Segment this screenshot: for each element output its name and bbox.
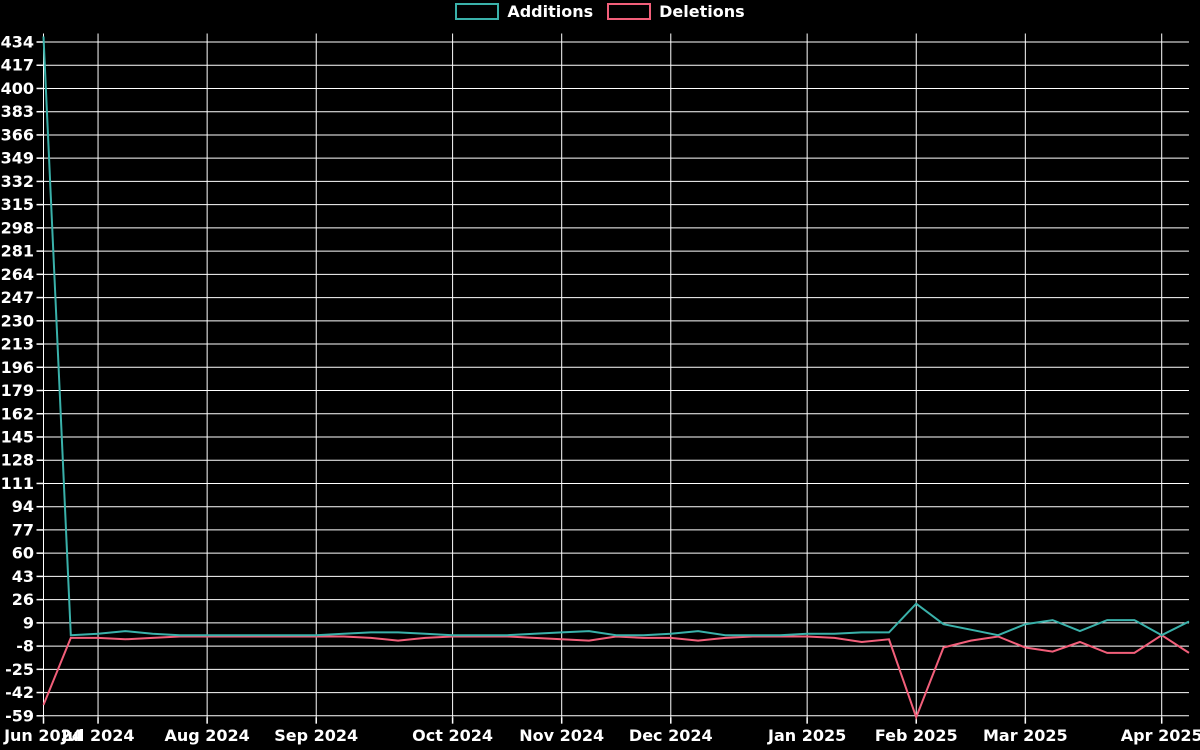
x-tick-label: Jan 2025: [767, 726, 846, 745]
chart-legend: Additions Deletions: [0, 3, 1200, 20]
y-tick-label: 349: [1, 149, 34, 168]
x-tick-label: Dec 2024: [629, 726, 713, 745]
y-tick-label: 9: [23, 613, 34, 632]
x-tick-label: Apr 2025: [1121, 726, 1200, 745]
y-tick-label: 60: [12, 544, 34, 563]
y-tick-label: 264: [1, 265, 34, 284]
y-tick-label: 162: [1, 404, 34, 423]
y-tick-label: 434: [1, 33, 34, 52]
x-tick-label: Aug 2024: [164, 726, 249, 745]
y-tick-label: 128: [1, 451, 34, 470]
y-tick-label: 230: [1, 311, 34, 330]
y-tick-label: 332: [1, 172, 34, 191]
x-tick-label: Sep 2024: [274, 726, 358, 745]
x-tick-label: Feb 2025: [875, 726, 958, 745]
x-tick-label: Jun 2024: [3, 726, 83, 745]
deletions-legend-label: Deletions: [659, 1, 745, 21]
x-tick-label: Mar 2025: [983, 726, 1068, 745]
y-tick-label: -8: [16, 637, 34, 656]
y-tick-label: -42: [5, 683, 34, 702]
y-tick-label: 77: [12, 520, 34, 539]
y-tick-label: 111: [1, 474, 34, 493]
additions-line: [42, 36, 1190, 637]
legend-item-additions[interactable]: Additions: [455, 3, 593, 20]
y-tick-label: 196: [1, 358, 34, 377]
y-tick-label: 26: [12, 590, 34, 609]
y-tick-label: 281: [1, 242, 34, 261]
y-tick-label: 145: [1, 427, 34, 446]
x-tick-label: Jul 2024: [61, 726, 135, 745]
y-tick-label: -25: [5, 660, 34, 679]
deletions-line: [42, 634, 1190, 721]
y-tick-label: 43: [12, 567, 34, 586]
y-tick-label: 179: [1, 381, 34, 400]
y-tick-label: 298: [1, 218, 34, 237]
y-tick-label: 247: [1, 288, 34, 307]
y-tick-label: 417: [1, 56, 34, 75]
y-tick-label: 94: [12, 497, 34, 516]
y-tick-label: 315: [1, 195, 34, 214]
x-tick-label: Oct 2024: [412, 726, 493, 745]
legend-item-deletions[interactable]: Deletions: [607, 3, 745, 20]
y-tick-label: 400: [1, 79, 34, 98]
y-tick-label: -59: [5, 706, 34, 725]
deletions-swatch-icon: [607, 3, 652, 20]
additions-legend-label: Additions: [507, 1, 594, 21]
y-tick-label: 213: [1, 335, 34, 354]
y-tick-label: 383: [1, 102, 34, 121]
y-tick-label: 366: [1, 125, 34, 144]
additions-swatch-icon: [455, 3, 500, 20]
x-tick-label: Nov 2024: [519, 726, 604, 745]
